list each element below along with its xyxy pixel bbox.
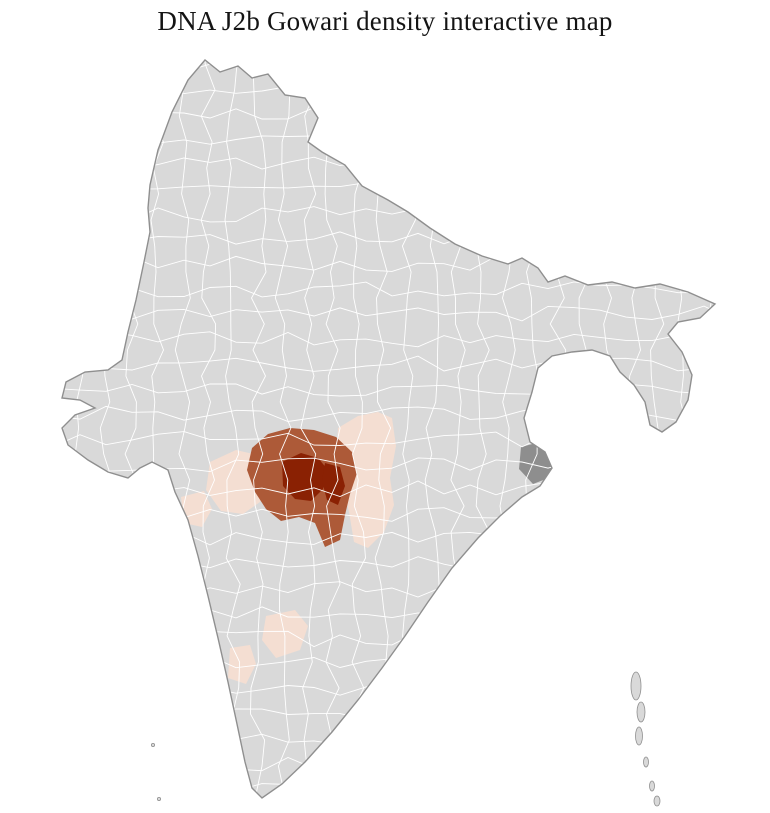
district-border-line	[751, 40, 766, 813]
district-border-line	[575, 60, 592, 798]
lakshadweep-island	[156, 797, 161, 802]
nicobar-island	[653, 795, 661, 807]
district-border-line	[62, 60, 715, 73]
andaman-island	[636, 701, 646, 723]
district-border-line	[525, 60, 542, 798]
district-border-line	[62, 780, 715, 798]
district-border-line	[62, 705, 715, 722]
district-border-line	[675, 60, 691, 798]
district-border-line	[62, 180, 715, 197]
district-border-line	[62, 106, 715, 123]
district-border-line	[549, 60, 567, 798]
district-border-line	[62, 731, 715, 748]
island-chains	[150, 671, 661, 807]
district-border-line	[62, 681, 715, 696]
district-border-line	[62, 60, 66, 798]
district-border-line	[726, 40, 740, 813]
page-title: DNA J2b Gowari density interactive map	[157, 6, 613, 36]
nicobar-island	[643, 756, 649, 768]
district-border-line	[699, 60, 715, 798]
andaman-island	[630, 671, 642, 701]
district-border-line	[62, 80, 715, 98]
lakshadweep-island	[150, 743, 155, 748]
district-border-line	[599, 60, 616, 798]
district-border-line	[62, 130, 715, 148]
district-border-line	[62, 655, 715, 672]
andaman-island	[635, 726, 643, 746]
district-border-line	[62, 155, 715, 173]
nicobar-island	[649, 780, 655, 792]
